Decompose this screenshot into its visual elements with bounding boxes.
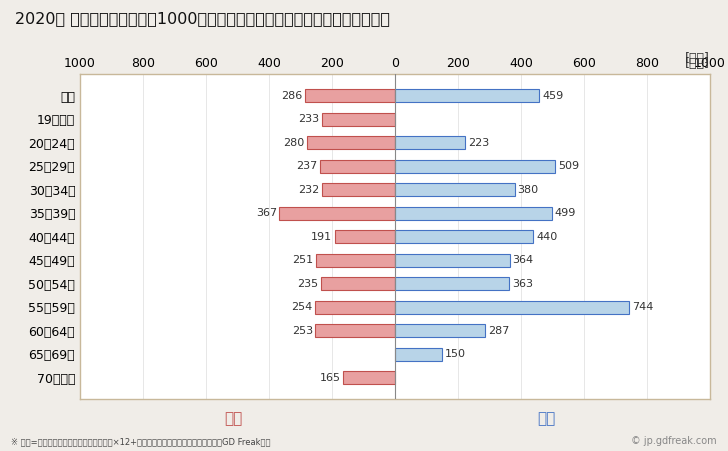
Text: 191: 191	[311, 232, 332, 242]
Bar	[322, 113, 395, 126]
Bar	[343, 372, 395, 384]
Text: 253: 253	[292, 326, 313, 336]
Text: 380: 380	[517, 185, 538, 195]
Text: 744: 744	[632, 302, 653, 313]
Text: 2020年 民間企業（従業者数1000人以上）フルタイム労働者の男女別平均年収: 2020年 民間企業（従業者数1000人以上）フルタイム労働者の男女別平均年収	[15, 11, 389, 26]
Bar	[320, 160, 395, 173]
Bar	[321, 277, 395, 290]
Text: 440: 440	[536, 232, 557, 242]
Bar	[315, 301, 395, 314]
Bar	[306, 136, 395, 149]
Text: 286: 286	[281, 91, 302, 101]
Bar	[395, 348, 442, 361]
Text: 235: 235	[297, 279, 318, 289]
Text: ※ 年収=「きまって支給する現金給与額」×12+「年間賞与その他特別給与額」としてGD Freak推計: ※ 年収=「きまって支給する現金給与額」×12+「年間賞与その他特別給与額」とし…	[11, 437, 270, 446]
Bar	[280, 207, 395, 220]
Bar	[395, 301, 629, 314]
Bar	[395, 324, 486, 337]
Text: 150: 150	[445, 350, 466, 359]
Bar	[322, 183, 395, 196]
Bar	[315, 324, 395, 337]
Bar	[395, 277, 509, 290]
Text: [万円]: [万円]	[685, 57, 710, 70]
Text: 女性: 女性	[223, 411, 242, 426]
Bar	[395, 183, 515, 196]
Text: 287: 287	[488, 326, 509, 336]
Text: 233: 233	[298, 114, 319, 124]
Bar	[305, 89, 395, 102]
Text: 499: 499	[555, 208, 576, 218]
Text: 237: 237	[296, 161, 318, 171]
Text: 223: 223	[467, 138, 489, 147]
Bar	[395, 89, 539, 102]
Text: 509: 509	[558, 161, 579, 171]
Text: 280: 280	[283, 138, 304, 147]
Text: 459: 459	[542, 91, 563, 101]
Text: 251: 251	[292, 255, 313, 265]
Bar	[395, 160, 555, 173]
Bar	[335, 230, 395, 243]
Bar	[395, 254, 510, 267]
Text: © jp.gdfreak.com: © jp.gdfreak.com	[631, 437, 717, 446]
Bar	[395, 230, 534, 243]
Text: 男性: 男性	[537, 411, 555, 426]
Text: 165: 165	[320, 373, 341, 383]
Text: 363: 363	[512, 279, 533, 289]
Text: 367: 367	[256, 208, 277, 218]
Bar	[395, 136, 465, 149]
Bar	[395, 207, 552, 220]
Text: [万円]: [万円]	[685, 52, 710, 65]
Text: 364: 364	[512, 255, 533, 265]
Bar	[316, 254, 395, 267]
Text: 232: 232	[298, 185, 320, 195]
Text: 254: 254	[291, 302, 312, 313]
